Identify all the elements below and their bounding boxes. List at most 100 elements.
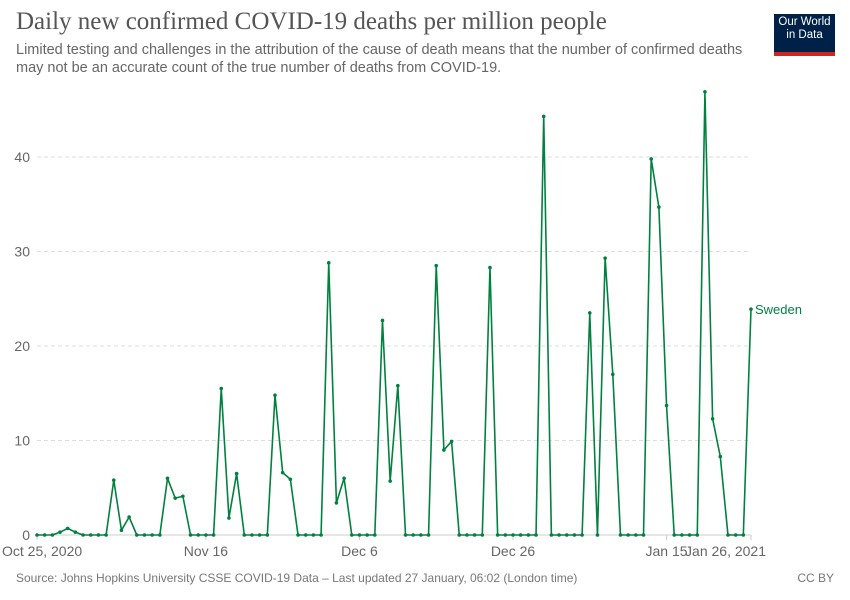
- data-point: [273, 393, 277, 397]
- data-point: [196, 533, 201, 537]
- data-point: [495, 533, 500, 537]
- data-point: [388, 479, 392, 483]
- y-tick-label: 20: [14, 338, 30, 354]
- data-point: [88, 533, 93, 537]
- chart-title: Daily new confirmed COVID-19 deaths per …: [16, 8, 607, 35]
- y-tick-label: 30: [14, 244, 30, 260]
- data-point: [718, 454, 723, 459]
- data-point: [465, 533, 469, 537]
- data-point: [311, 533, 316, 537]
- data-point: [411, 533, 415, 537]
- data-point: [603, 256, 607, 260]
- data-point: [119, 528, 124, 533]
- x-tick-label: Jan 15: [646, 543, 688, 559]
- data-point: [457, 533, 462, 537]
- data-point: [618, 533, 623, 537]
- x-tick-label: Oct 25, 2020: [2, 543, 82, 559]
- data-point: [549, 533, 554, 537]
- data-point: [572, 533, 577, 537]
- data-point: [257, 533, 262, 537]
- data-point: [511, 533, 515, 537]
- data-point: [73, 530, 78, 534]
- data-point: [181, 494, 185, 499]
- data-point: [111, 478, 116, 482]
- data-point: [135, 533, 139, 537]
- source-note[interactable]: Source: Johns Hopkins University CSSE CO…: [16, 571, 578, 585]
- data-point: [741, 533, 746, 537]
- data-point: [687, 533, 692, 537]
- data-point: [227, 516, 231, 520]
- data-point: [580, 533, 584, 537]
- license-link[interactable]: CC BY: [797, 571, 834, 585]
- chart-subtitle: Limited testing and challenges in the at…: [16, 42, 743, 76]
- data-point: [104, 533, 108, 537]
- data-point: [419, 533, 423, 537]
- data-point: [326, 261, 331, 265]
- data-point: [649, 157, 653, 161]
- y-tick-label: 40: [14, 149, 30, 165]
- data-point: [334, 501, 339, 505]
- data-point: [280, 470, 285, 475]
- data-point: [680, 533, 684, 537]
- data-point: [564, 533, 569, 537]
- y-tick-label: 10: [14, 433, 30, 449]
- data-point: [165, 476, 170, 481]
- data-point: [35, 533, 39, 537]
- data-point: [426, 533, 431, 537]
- data-point: [703, 89, 707, 94]
- data-point: [480, 533, 485, 537]
- data-point: [81, 533, 85, 537]
- data-point: [434, 263, 439, 268]
- data-point: [265, 533, 270, 537]
- data-point: [541, 114, 546, 119]
- data-point: [42, 533, 47, 537]
- x-tick-label: Dec 26: [491, 543, 536, 559]
- data-point: [342, 476, 346, 481]
- data-point: [557, 533, 561, 537]
- data-point: [96, 533, 101, 537]
- data-point: [672, 533, 677, 537]
- series-line-sweden: [37, 90, 752, 536]
- owid-logo[interactable]: Our World in Data: [774, 14, 835, 56]
- data-point: [65, 526, 70, 531]
- data-point: [726, 533, 730, 537]
- data-point: [657, 205, 661, 209]
- data-point: [611, 372, 615, 377]
- y-tick-label: 0: [22, 527, 30, 543]
- data-point: [158, 533, 162, 537]
- data-point: [173, 496, 177, 500]
- data-point: [373, 533, 377, 537]
- x-tick-label: Dec 6: [341, 543, 378, 559]
- data-point: [204, 533, 208, 537]
- data-point: [296, 533, 300, 537]
- data-point: [526, 533, 531, 537]
- data-point: [449, 439, 454, 444]
- data-point: [733, 533, 738, 537]
- series-label: Sweden: [755, 302, 802, 317]
- data-point: [349, 533, 354, 537]
- data-point: [188, 533, 193, 537]
- data-point: [664, 403, 669, 408]
- data-point: [749, 307, 753, 311]
- data-point: [442, 448, 446, 452]
- data-point: [503, 533, 508, 537]
- data-point: [242, 533, 247, 537]
- data-point: [150, 533, 154, 537]
- data-point: [250, 533, 254, 537]
- data-point: [595, 533, 600, 537]
- data-point: [534, 533, 538, 537]
- data-point: [319, 533, 323, 537]
- data-point: [641, 533, 646, 537]
- data-point: [587, 311, 592, 315]
- data-point: [634, 533, 638, 537]
- x-tick-label: Jan 26, 2021: [685, 543, 766, 559]
- data-point: [626, 533, 630, 537]
- data-point: [288, 477, 293, 482]
- data-point: [234, 471, 239, 476]
- data-point: [142, 533, 147, 537]
- data-point: [396, 383, 400, 388]
- data-point: [365, 533, 369, 537]
- data-point: [58, 530, 62, 534]
- data-point: [357, 533, 362, 537]
